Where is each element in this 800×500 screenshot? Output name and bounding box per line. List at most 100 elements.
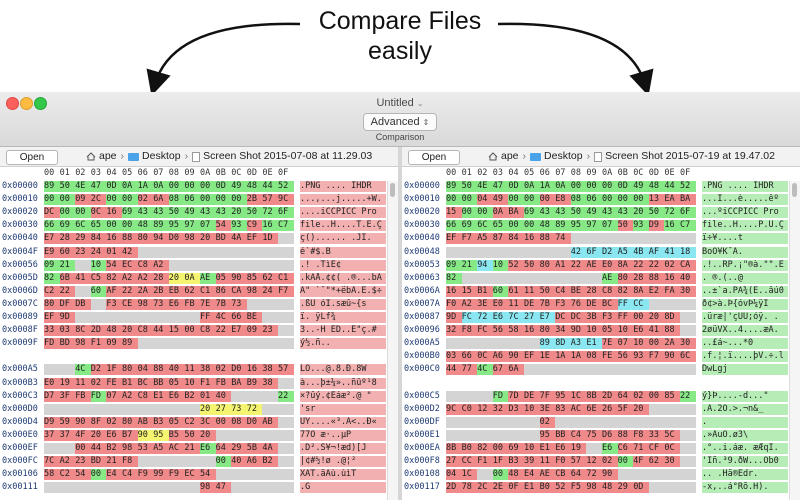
hex-byte[interactable]: 49: [492, 194, 509, 206]
hex-byte[interactable]: A5: [617, 246, 634, 258]
hex-byte[interactable]: [278, 377, 294, 389]
hex-byte[interactable]: 27: [215, 403, 232, 415]
hex-byte[interactable]: 00: [59, 194, 76, 206]
hex-byte[interactable]: [602, 364, 618, 376]
hex-byte[interactable]: 50: [184, 429, 200, 441]
hex-byte[interactable]: E6: [168, 298, 185, 310]
hex-row[interactable]: 0x000D2 9C C0 12 32 D3 10 3E 83 AC 6E 26 5F 20 .À.2Ó.>…: [402, 403, 800, 415]
hex-byte[interactable]: 00: [633, 312, 649, 323]
hex-byte[interactable]: 0A: [184, 272, 200, 284]
hex-byte[interactable]: 32: [446, 325, 462, 337]
hex-byte[interactable]: 1C: [570, 390, 587, 402]
hex-byte[interactable]: [461, 429, 478, 441]
hex-byte[interactable]: [477, 416, 493, 428]
hex-byte[interactable]: 57: [262, 194, 278, 206]
hex-byte[interactable]: F5: [570, 482, 587, 494]
hex-byte[interactable]: D2: [602, 246, 618, 258]
hex-byte[interactable]: 34: [555, 325, 571, 337]
hex-byte[interactable]: [648, 403, 665, 415]
hex-byte[interactable]: [664, 403, 680, 415]
hex-row[interactable]: 0x000D4 D9 59 90 8F 02 80 AB B3 05 C2 3C 00 08 D0 AB ÙY.…: [0, 416, 398, 428]
hex-byte[interactable]: EF: [446, 233, 462, 245]
hex-row[interactable]: 0x000FC 7C A2 23 BD 21 F8 00 40 A6 B2 |¢#½!ø .@¦²: [0, 456, 398, 468]
hex-byte[interactable]: 3E: [477, 298, 493, 310]
hex-byte[interactable]: 22: [278, 390, 294, 402]
hex-row[interactable]: 0x00040 EF F7 A5 87 84 16 88 74 ï÷¥....t: [402, 233, 800, 245]
hex-byte[interactable]: [184, 482, 200, 494]
hex-row[interactable]: 0x0006A 16 15 B1 60 61 11 50 C4 BE 28 C8 82 8A E2 FA 30.…: [402, 285, 800, 297]
hex-byte[interactable]: 00: [215, 416, 232, 428]
hex-byte[interactable]: 94: [153, 233, 169, 245]
hex-byte[interactable]: [477, 272, 493, 284]
hex-byte[interactable]: 10: [617, 325, 634, 337]
hex-byte[interactable]: DE: [524, 390, 540, 402]
hex-byte[interactable]: [59, 443, 76, 454]
hex-byte[interactable]: EF: [524, 351, 540, 363]
hex-byte[interactable]: [508, 272, 524, 284]
hex-byte[interactable]: C0: [461, 403, 478, 415]
hex-byte[interactable]: 7E: [602, 338, 618, 350]
hex-byte[interactable]: 22: [122, 285, 138, 297]
hex-byte[interactable]: BC: [602, 298, 618, 310]
hex-byte[interactable]: 53: [137, 443, 154, 454]
hex-byte[interactable]: 00: [200, 194, 216, 206]
hex-byte[interactable]: 50: [539, 285, 556, 297]
hex-row[interactable]: 0x00089 EF 9D FF 4C 66 BE ï. ÿLf¾: [0, 312, 398, 323]
hex-byte[interactable]: DC: [555, 312, 571, 323]
hex-byte[interactable]: 02: [90, 377, 107, 389]
hex-byte[interactable]: 9C: [278, 194, 294, 206]
hex-byte[interactable]: 00: [75, 207, 91, 219]
hex-byte[interactable]: [262, 390, 278, 402]
hex-byte[interactable]: [664, 416, 680, 428]
hex-byte[interactable]: [680, 312, 696, 323]
hex-byte[interactable]: 57: [278, 364, 294, 376]
hex-byte[interactable]: [137, 482, 154, 494]
hex-byte[interactable]: 82: [44, 272, 60, 284]
hex-byte[interactable]: 20: [168, 272, 185, 284]
hex-byte[interactable]: E8: [555, 194, 571, 206]
hex-byte[interactable]: [648, 469, 665, 481]
hex-byte[interactable]: 00: [200, 181, 216, 192]
hex-byte[interactable]: 11: [75, 377, 91, 389]
hex-byte[interactable]: [44, 403, 60, 415]
hex-byte[interactable]: 00: [122, 194, 138, 206]
hex-byte[interactable]: 59: [59, 416, 76, 428]
hex-byte[interactable]: EC: [122, 259, 138, 271]
hex-byte[interactable]: 0C: [664, 443, 680, 454]
hex-byte[interactable]: E6: [200, 443, 216, 454]
hex-byte[interactable]: BA: [231, 377, 247, 389]
hex-byte[interactable]: C8: [602, 285, 618, 297]
hex-byte[interactable]: [262, 298, 278, 310]
hex-byte[interactable]: 00: [184, 181, 200, 192]
hex-row[interactable]: 0x00106 58 C2 54 00 E4 C4 F9 99 F9 EC 54 XÂT.äÄù.ùìT: [0, 469, 398, 481]
hex-byte[interactable]: C2: [184, 416, 200, 428]
hex-byte[interactable]: CE: [122, 298, 138, 310]
hex-byte[interactable]: 86: [215, 285, 232, 297]
hex-byte[interactable]: 23: [75, 246, 91, 258]
hex-byte[interactable]: [215, 469, 232, 481]
hex-byte[interactable]: [262, 246, 278, 258]
hex-byte[interactable]: 50: [524, 259, 540, 271]
hex-byte[interactable]: [278, 443, 294, 454]
hex-byte[interactable]: 2D: [446, 482, 462, 494]
hex-byte[interactable]: 02: [137, 194, 154, 206]
hex-byte[interactable]: 11: [539, 456, 556, 468]
hex-byte[interactable]: 37: [44, 429, 60, 441]
hex-byte[interactable]: 1E: [539, 351, 556, 363]
hex-byte[interactable]: 16: [446, 285, 462, 297]
hex-byte[interactable]: [508, 429, 524, 441]
hex-byte[interactable]: E4: [106, 469, 122, 481]
hex-byte[interactable]: F7: [461, 233, 478, 245]
hex-byte[interactable]: [664, 482, 680, 494]
hex-byte[interactable]: 41: [664, 246, 680, 258]
hex-byte[interactable]: 09: [106, 338, 122, 350]
hex-byte[interactable]: 00: [602, 181, 618, 192]
hex-row[interactable]: [0, 351, 398, 362]
hex-byte[interactable]: 00: [648, 338, 665, 350]
hex-byte[interactable]: DE: [586, 298, 602, 310]
hex-byte[interactable]: C9: [246, 220, 263, 232]
hex-byte[interactable]: 61: [508, 285, 524, 297]
hex-byte[interactable]: 47: [90, 181, 107, 192]
hex-byte[interactable]: 54: [75, 469, 91, 481]
hex-byte[interactable]: E7: [44, 233, 60, 245]
